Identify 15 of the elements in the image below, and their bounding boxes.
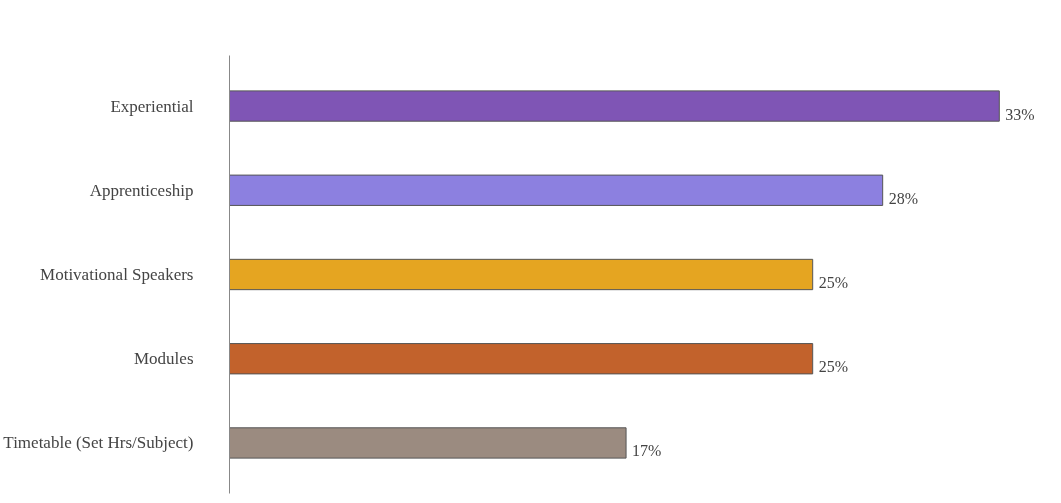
y-tick-label: Timetable (Set Hrs/Subject) bbox=[3, 433, 194, 453]
data-label: 33% bbox=[1005, 105, 1035, 123]
bar bbox=[229, 90, 1000, 122]
data-label: 17% bbox=[632, 442, 662, 460]
bar bbox=[229, 174, 884, 206]
y-tick-label: Apprenticeship bbox=[89, 180, 194, 200]
y-tick-label: Experiential bbox=[110, 96, 194, 116]
data-label: 25% bbox=[818, 358, 849, 376]
data-label: 25% bbox=[818, 274, 849, 291]
y-tick-label: Motivational Speakers bbox=[40, 265, 194, 284]
y-tick-label: Modules bbox=[134, 349, 194, 369]
bar bbox=[229, 258, 814, 291]
bar bbox=[229, 343, 814, 375]
data-label: 28% bbox=[888, 189, 918, 207]
bar bbox=[229, 427, 627, 459]
